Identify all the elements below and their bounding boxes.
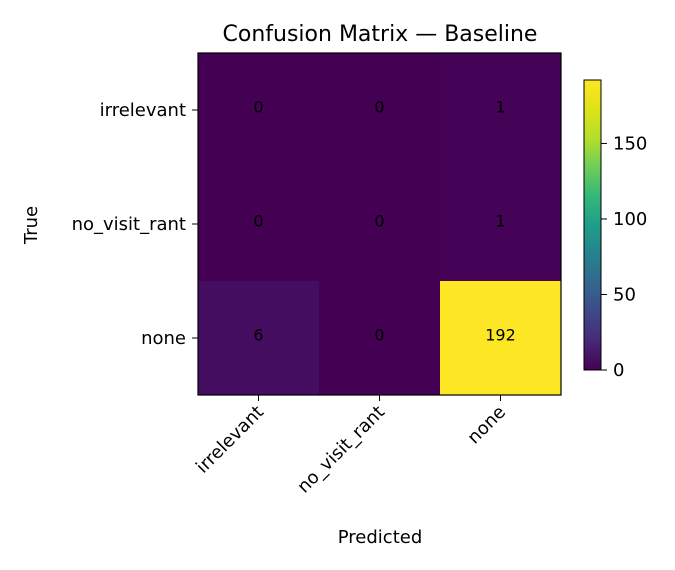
- y-axis-label: True: [21, 206, 42, 245]
- cell-value-0-2: 1: [495, 98, 505, 117]
- heatmap-cell-0-0: [198, 53, 320, 168]
- colorbar-tick-label-3: 150: [613, 133, 647, 154]
- x-tick-label-2: none: [463, 402, 510, 449]
- colorbar-tick-label-0: 0: [613, 360, 624, 381]
- heatmap-cell-1-1: [319, 167, 441, 282]
- y-tick-label-0: irrelevant: [100, 100, 186, 121]
- y-tick-label-1: no_visit_rant: [72, 214, 186, 235]
- colorbar-tick-label-2: 100: [613, 209, 647, 230]
- x-axis-label: Predicted: [338, 527, 423, 548]
- heatmap-cell-0-1: [319, 53, 441, 168]
- colorbar-ticks: 0 50 100 150: [601, 133, 647, 381]
- heatmap-cell-0-2: [440, 53, 562, 168]
- cell-value-0-0: 0: [253, 98, 263, 117]
- cell-value-2-1: 0: [374, 326, 384, 345]
- heatmap-cell-1-2: [440, 167, 562, 282]
- heatmap-cells: 0 0 1 0 0 1 6 0 192: [198, 53, 562, 396]
- cell-value-1-0: 0: [253, 212, 263, 231]
- heatmap-cell-1-0: [198, 167, 320, 282]
- cell-value-1-1: 0: [374, 212, 384, 231]
- colorbar: [583, 79, 602, 371]
- cell-value-1-2: 1: [495, 212, 505, 231]
- x-tick-label-0: irrelevant: [192, 402, 268, 478]
- colorbar-tick-label-1: 50: [613, 284, 636, 305]
- heatmap-cell-2-2: [440, 281, 562, 396]
- chart-title: Confusion Matrix — Baseline: [223, 22, 538, 47]
- cell-value-0-1: 0: [374, 98, 384, 117]
- cell-value-2-0: 6: [253, 326, 263, 345]
- x-tick-label-1: no_visit_rant: [293, 402, 389, 498]
- heatmap-cell-2-0: [198, 281, 320, 396]
- x-axis-ticks: irrelevant no_visit_rant none: [192, 395, 510, 497]
- cell-value-2-2: 192: [485, 326, 516, 345]
- y-tick-label-2: none: [141, 328, 186, 349]
- heatmap-cell-2-1: [319, 281, 441, 396]
